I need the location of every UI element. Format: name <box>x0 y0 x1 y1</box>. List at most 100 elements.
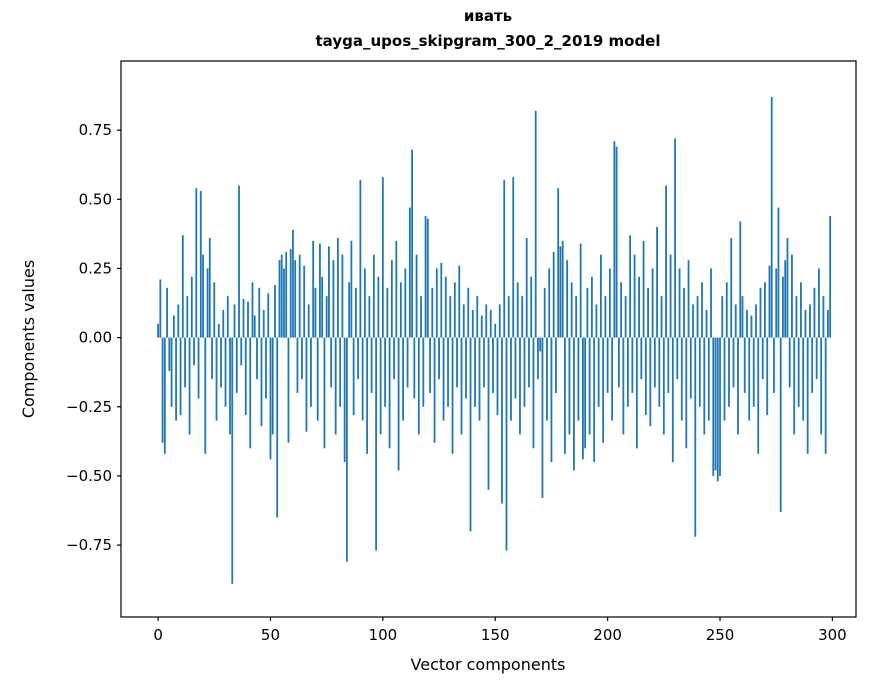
bar <box>595 304 598 338</box>
bar <box>537 337 539 380</box>
bar <box>662 337 665 435</box>
bar <box>564 337 566 454</box>
bar <box>561 240 564 338</box>
bar <box>559 246 562 338</box>
bar <box>420 296 422 338</box>
bar <box>193 337 195 366</box>
bar <box>519 337 521 435</box>
bar <box>532 337 535 449</box>
bar <box>496 337 499 416</box>
bar <box>381 177 384 338</box>
bar <box>186 296 189 338</box>
bar <box>451 337 454 454</box>
bar <box>354 287 357 338</box>
bar <box>215 337 218 421</box>
bar <box>229 337 231 435</box>
bar <box>674 138 676 338</box>
bar <box>177 304 180 338</box>
bar <box>258 287 261 338</box>
bar <box>591 276 593 338</box>
bar <box>319 243 321 338</box>
bar <box>480 315 483 338</box>
bar <box>705 309 708 338</box>
bar <box>557 188 560 338</box>
bar <box>440 262 443 338</box>
bar <box>829 215 832 338</box>
bar <box>213 282 216 338</box>
bar <box>249 337 252 449</box>
bar <box>703 337 706 435</box>
bar <box>244 337 247 416</box>
bar <box>292 229 294 338</box>
bar <box>728 337 730 407</box>
bar <box>316 337 319 421</box>
bar <box>339 337 342 407</box>
bar <box>310 337 312 407</box>
bar <box>622 337 625 435</box>
bar <box>341 254 344 338</box>
bar <box>503 179 506 338</box>
bar <box>730 238 733 338</box>
bar <box>471 309 474 338</box>
bar <box>359 179 362 338</box>
bar <box>269 337 272 460</box>
bar <box>251 282 254 338</box>
bar <box>766 337 769 416</box>
bar <box>411 149 413 338</box>
bar <box>635 337 638 449</box>
bar <box>442 337 445 421</box>
y-tick-label: 0.00 <box>79 329 112 347</box>
bar <box>166 287 168 338</box>
bar <box>741 296 744 338</box>
bar <box>582 337 584 460</box>
bar <box>507 296 510 338</box>
bar <box>424 215 427 338</box>
bar <box>788 337 791 388</box>
bar <box>543 287 546 338</box>
bar <box>247 301 249 338</box>
bar <box>539 337 542 352</box>
bar <box>226 296 229 338</box>
bar <box>388 337 391 449</box>
bar <box>548 268 551 338</box>
bar <box>426 218 429 338</box>
bar <box>782 276 784 338</box>
bar <box>298 254 301 338</box>
bar <box>777 207 780 338</box>
bar <box>305 337 308 432</box>
bar <box>397 337 400 471</box>
bar <box>435 268 438 338</box>
x-tick-label: 150 <box>481 626 510 644</box>
bar <box>795 296 798 338</box>
x-axis-label: Vector components <box>411 655 566 674</box>
bar <box>797 337 800 407</box>
bar <box>190 276 193 338</box>
bar <box>555 337 557 393</box>
bar <box>755 304 757 338</box>
bar <box>653 337 656 388</box>
bar <box>606 337 609 393</box>
bar <box>719 337 721 476</box>
bar <box>287 337 290 443</box>
bar <box>514 337 517 399</box>
bar <box>501 337 503 504</box>
bar <box>806 337 809 454</box>
bar <box>199 191 202 338</box>
bar <box>334 337 337 435</box>
bar <box>462 304 465 338</box>
bar <box>343 337 346 463</box>
bar <box>770 96 773 338</box>
bar <box>667 337 670 393</box>
bar <box>453 282 456 338</box>
bar <box>651 268 654 338</box>
bar <box>265 337 267 399</box>
y-tick-label: 0.50 <box>79 190 112 208</box>
bar <box>469 337 472 532</box>
bar <box>685 337 688 449</box>
bar <box>422 337 425 407</box>
bar <box>588 337 591 435</box>
bar <box>683 287 685 338</box>
bar <box>323 337 326 449</box>
bar <box>253 315 256 338</box>
bar <box>363 268 366 338</box>
